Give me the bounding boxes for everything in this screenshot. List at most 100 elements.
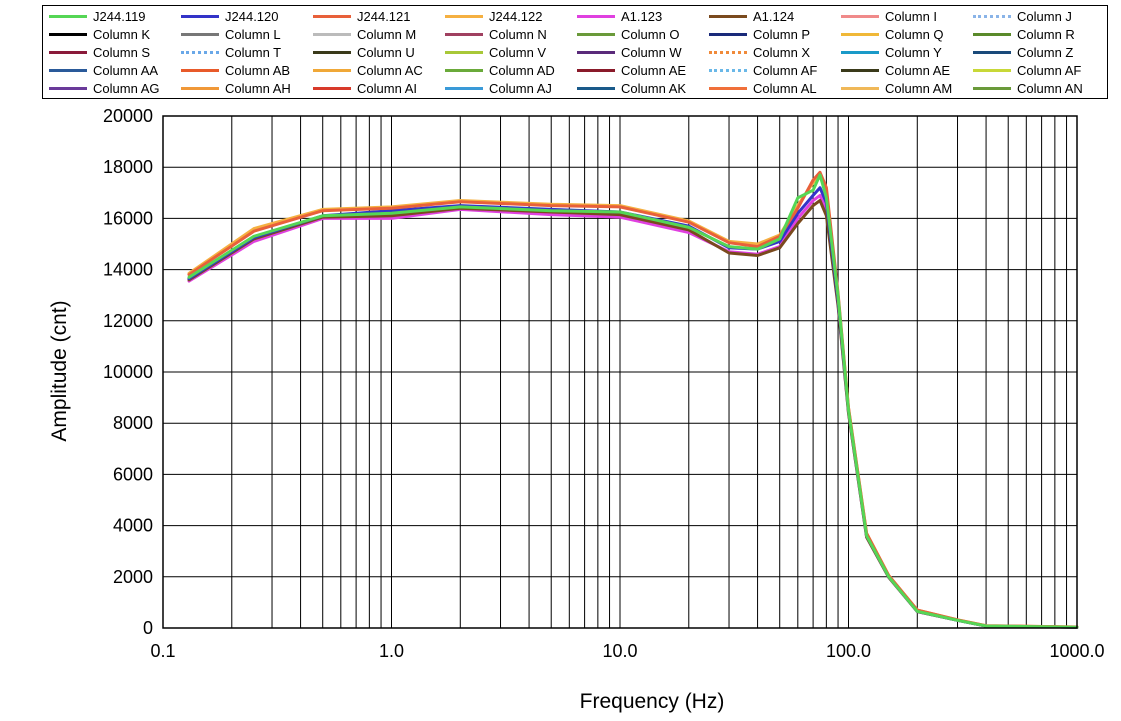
- y-tick-label: 4000: [113, 516, 153, 536]
- legend-item: J244.119: [49, 7, 146, 25]
- legend-item: Column W: [577, 43, 682, 61]
- legend-item: Column I: [841, 7, 937, 25]
- legend-label: Column AC: [357, 62, 423, 78]
- legend-item: Column AJ: [445, 79, 552, 97]
- legend-swatch: [841, 86, 879, 90]
- legend-label: Column P: [753, 26, 811, 42]
- legend-swatch: [445, 14, 483, 18]
- legend-label: Column T: [225, 44, 282, 60]
- legend-swatch: [577, 86, 615, 90]
- legend-item: Column Q: [841, 25, 944, 43]
- series-line-j244-119: [187, 173, 1079, 629]
- legend-label: Column R: [1017, 26, 1075, 42]
- legend-item: Column AG: [49, 79, 159, 97]
- legend-item: Column Y: [841, 43, 942, 61]
- legend-swatch: [49, 14, 87, 18]
- y-tick-label: 12000: [103, 311, 153, 331]
- legend-swatch: [973, 86, 1011, 90]
- legend-item: Column S: [49, 43, 150, 61]
- legend-swatch: [181, 50, 219, 54]
- y-tick-label: 6000: [113, 464, 153, 484]
- legend-label: Column AE: [885, 62, 951, 78]
- x-tick-label: 100.0: [826, 641, 871, 661]
- x-tick-label: 1.0: [379, 641, 404, 661]
- legend-swatch: [313, 14, 351, 18]
- legend-swatch: [709, 32, 747, 36]
- x-tick-label: 1000.0: [1049, 641, 1104, 661]
- legend-item: Column AE: [577, 61, 686, 79]
- legend-item: Column N: [445, 25, 547, 43]
- legend-item: Column L: [181, 25, 281, 43]
- legend-swatch: [709, 86, 747, 90]
- legend-item: Column AE: [841, 61, 950, 79]
- legend-item: Column U: [313, 43, 415, 61]
- legend-item: Column O: [577, 25, 680, 43]
- legend-swatch: [445, 32, 483, 36]
- legend-label: Column AL: [753, 80, 817, 96]
- grid: [162, 115, 1077, 629]
- legend-swatch: [709, 68, 747, 72]
- legend-swatch: [181, 86, 219, 90]
- y-tick-label: 20000: [103, 106, 153, 126]
- legend-swatch: [577, 14, 615, 18]
- legend-item: J244.122: [445, 7, 543, 25]
- legend-item: Column K: [49, 25, 150, 43]
- legend-item: Column AL: [709, 79, 817, 97]
- y-tick-label: 10000: [103, 362, 153, 382]
- legend-swatch: [313, 68, 351, 72]
- legend-item: Column AH: [181, 79, 291, 97]
- legend-swatch: [577, 68, 615, 72]
- x-axis-label: Frequency (Hz): [580, 690, 725, 713]
- legend-swatch: [973, 68, 1011, 72]
- legend-label: Column K: [93, 26, 151, 42]
- legend-swatch: [973, 32, 1011, 36]
- legend-swatch: [313, 86, 351, 90]
- legend-label: Column Z: [1017, 44, 1074, 60]
- legend-item: Column AC: [313, 61, 423, 79]
- legend-swatch: [49, 50, 87, 54]
- legend-item: Column AF: [709, 61, 817, 79]
- legend-swatch: [709, 50, 747, 54]
- legend-swatch: [49, 68, 87, 72]
- legend-label: Column N: [489, 26, 547, 42]
- legend-item: A1.123: [577, 7, 662, 25]
- legend-item: Column AD: [445, 61, 555, 79]
- legend-label: Column L: [225, 26, 281, 42]
- legend-swatch: [181, 14, 219, 18]
- legend-label: Column AM: [885, 80, 953, 96]
- legend-label: Column AK: [621, 80, 687, 96]
- legend-item: Column AI: [313, 79, 417, 97]
- legend-label: A1.123: [621, 8, 663, 24]
- legend-swatch: [181, 32, 219, 36]
- legend-label: Column J: [1017, 8, 1072, 24]
- legend-label: Column M: [357, 26, 417, 42]
- legend-label: Column V: [489, 44, 547, 60]
- y-axis-label: Amplitude (cnt): [48, 300, 71, 441]
- legend-item: A1.124: [709, 7, 794, 25]
- legend-label: Column AD: [489, 62, 555, 78]
- series-line-a1-123: [187, 193, 1079, 629]
- legend-label: Column W: [621, 44, 682, 60]
- legend-item: Column M: [313, 25, 416, 43]
- series-line-j244-122: [187, 174, 1079, 629]
- legend-item: Column P: [709, 25, 810, 43]
- legend-label: Column X: [753, 44, 811, 60]
- legend-label: J244.122: [489, 8, 543, 24]
- legend-swatch: [841, 32, 879, 36]
- legend-label: Column U: [357, 44, 415, 60]
- legend-label: Column AB: [225, 62, 291, 78]
- legend-label: Column O: [621, 26, 680, 42]
- legend-swatch: [577, 32, 615, 36]
- legend-item: Column J: [973, 7, 1072, 25]
- legend-item: Column R: [973, 25, 1075, 43]
- legend-swatch: [313, 32, 351, 36]
- legend-swatch: [709, 14, 747, 18]
- legend-label: Column AH: [225, 80, 291, 96]
- y-tick-label: 18000: [103, 157, 153, 177]
- x-tick-label: 0.1: [150, 641, 175, 661]
- legend-swatch: [49, 32, 87, 36]
- legend-swatch: [973, 14, 1011, 18]
- legend-swatch: [841, 68, 879, 72]
- y-tick-label: 2000: [113, 567, 153, 587]
